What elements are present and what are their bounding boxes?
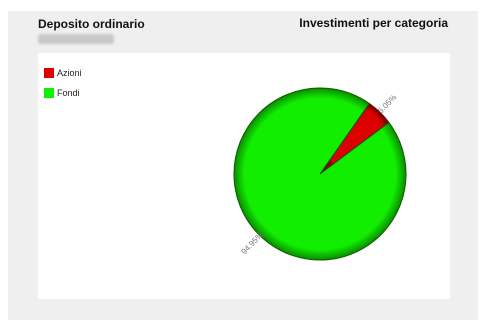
account-title: Deposito ordinario <box>38 17 145 31</box>
pie-slice-fondi <box>233 87 407 261</box>
chart-title: Investimenti per categoria <box>299 16 448 30</box>
pie-label-fondi: 94.95% <box>240 231 265 257</box>
legend-item-fondi: Fondi <box>44 86 82 99</box>
legend-swatch-fondi <box>44 87 54 98</box>
legend-swatch-azioni <box>44 67 54 78</box>
pie-chart: 5.05% 94.95% <box>233 87 407 261</box>
account-number-redacted <box>38 34 114 44</box>
legend-item-azioni: Azioni <box>44 66 82 79</box>
pie-label-azioni: 5.05% <box>376 93 398 116</box>
chart-card: Azioni Fondi 5.05% 94.95% <box>38 53 450 299</box>
legend-label-azioni: Azioni <box>57 67 82 78</box>
chart-legend: Azioni Fondi <box>44 66 82 106</box>
legend-label-fondi: Fondi <box>57 87 80 98</box>
